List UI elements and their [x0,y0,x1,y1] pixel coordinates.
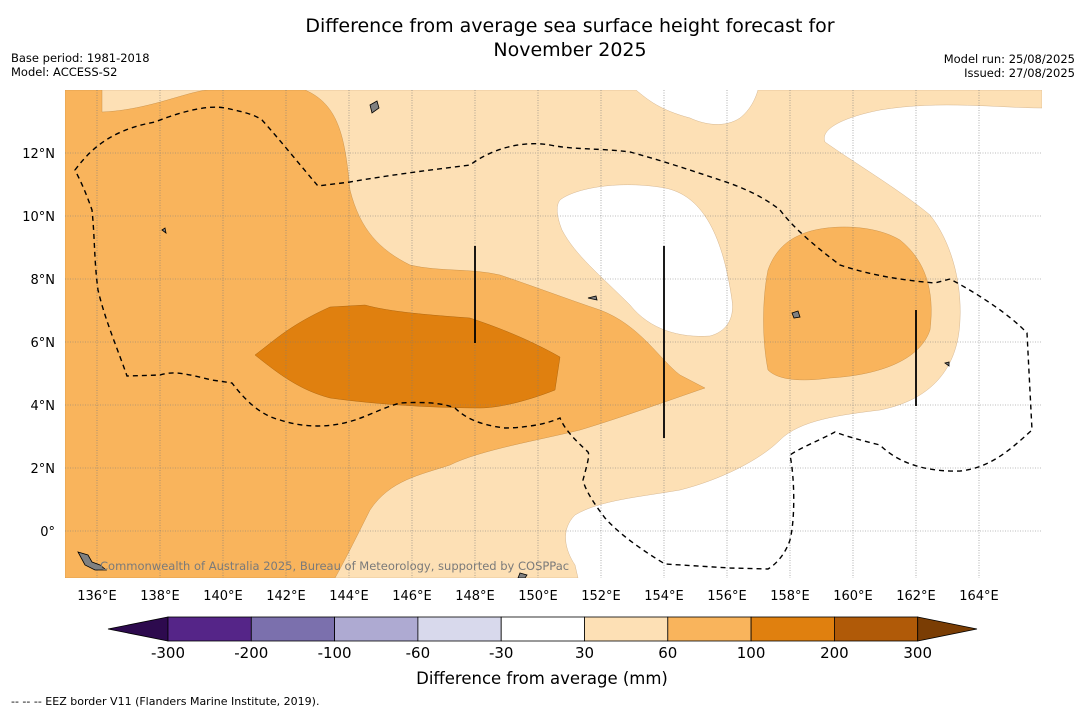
y-tick-label: 10°N [22,210,55,225]
island-chuuk [587,295,598,301]
colorbar-tick-label: -200 [234,644,268,662]
colorbar-tick-label: 30 [575,644,594,662]
chart-title: Difference from average sea surface heig… [240,14,900,62]
x-tick-label: 162°E [896,589,936,604]
contour-100-200 [254,304,561,409]
grid-lines [65,90,1042,578]
colorbar-bin [667,616,752,642]
colorbar-tick-label: -60 [406,644,431,662]
colorbar-bin [834,616,919,642]
colorbar-bin [334,616,419,642]
footer-note: -- -- -- EEZ border V11 (Flanders Marine… [11,695,320,708]
x-tick-label: 154°E [644,589,684,604]
y-tick-label: 2°N [31,462,56,477]
colorbar-tick-label: 100 [737,644,766,662]
copyright-text: Commonwealth of Australia 2025, Bureau o… [100,559,569,573]
colorbar-bin [250,616,336,642]
issued-text: Issued: 27/08/2025 [964,66,1075,80]
forecast-markers [474,246,917,438]
colorbar-max-extend [917,616,978,642]
x-tick-label: 142°E [266,589,306,604]
x-tick-label: 138°E [140,589,180,604]
colorbar-tick-label: 60 [658,644,677,662]
y-tick-label: 8°N [31,273,56,288]
colorbar-tick-label: -300 [151,644,185,662]
colorbar [107,616,978,642]
colorbar-bin [750,616,835,642]
contour-60-100-east [763,226,932,381]
island-new-guinea [77,551,108,571]
island-kosrae [944,361,950,367]
y-tick-labels: 12°N 10°N 8°N 6°N 4°N 2°N 0° [22,147,55,540]
x-tick-labels: 136°E 138°E 140°E 142°E 144°E 146°E 148°… [77,589,999,604]
base-period-text: Base period: 1981-2018 [11,51,150,65]
chart-title-line1: Difference from average sea surface heig… [305,15,835,37]
y-tick-label: 12°N [22,147,55,162]
island-guam [369,100,380,114]
island-bismarck [517,572,528,578]
colorbar-tick-labels: -300 -200 -100 -60 -30 30 60 100 200 300 [151,644,932,662]
colorbar-tick-label: -30 [489,644,514,662]
colorbar-bin [584,616,669,642]
x-tick-label: 140°E [203,589,243,604]
x-tick-label: 160°E [833,589,873,604]
model-text: Model: ACCESS-S2 [11,65,118,79]
x-tick-label: 146°E [392,589,432,604]
y-tick-label: 6°N [31,336,56,351]
x-tick-label: 152°E [581,589,621,604]
colorbar-min-extend [107,616,169,642]
x-tick-label: 144°E [329,589,369,604]
x-tick-label: 156°E [707,589,747,604]
island-small-1 [161,227,167,234]
map-area: Commonwealth of Australia 2025, Bureau o… [65,90,1042,578]
x-tick-label: 150°E [518,589,558,604]
colorbar-bin [417,616,502,642]
colorbar-bin [500,616,585,642]
meta-right: Model run: 25/08/2025 Issued: 27/08/2025 [944,52,1075,80]
colorbar-bin [167,616,252,642]
land [77,100,950,578]
model-run-text: Model run: 25/08/2025 [943,52,1075,66]
x-tick-label: 158°E [770,589,810,604]
meta-left: Base period: 1981-2018 Model: ACCESS-S2 [11,51,150,79]
x-tick-label: 148°E [455,589,495,604]
colorbar-tick-label: -100 [318,644,352,662]
colorbar-tick-label: 200 [820,644,849,662]
x-tick-label: 164°E [959,589,999,604]
colorbar-label: Difference from average (mm) [416,669,668,688]
island-pohnpei [791,310,801,319]
eez-border [74,106,1033,570]
colorbar-tick-label: 300 [903,644,932,662]
x-tick-label: 136°E [77,589,117,604]
y-tick-label: 0° [40,525,55,540]
chart-title-line2: November 2025 [493,39,647,61]
y-tick-label: 4°N [31,399,56,414]
